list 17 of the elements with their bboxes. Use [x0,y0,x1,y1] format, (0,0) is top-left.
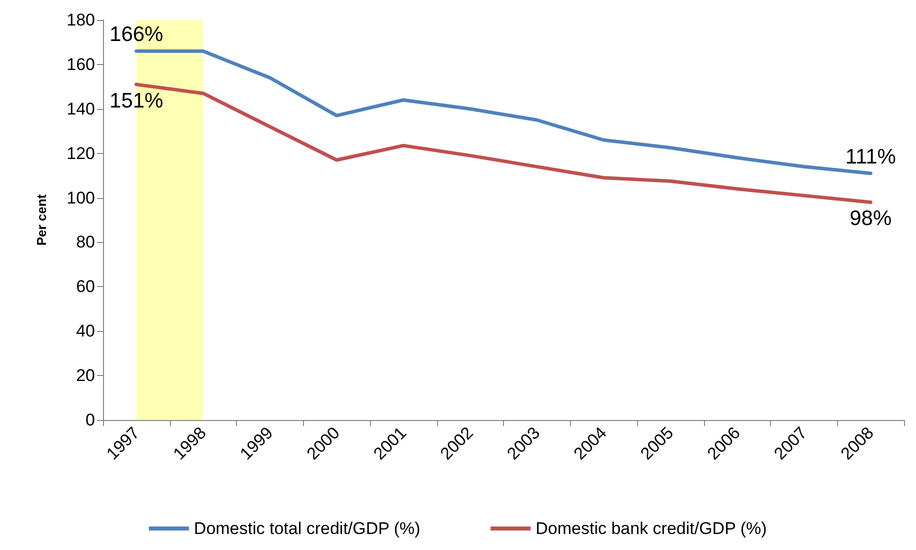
legend-label: Domestic total credit/GDP (%) [194,519,420,538]
y-tick-label: 180 [66,10,95,30]
y-tick-label: 100 [66,188,95,208]
data-label: 111% [845,145,896,168]
y-tick-label: 20 [76,366,95,386]
legend-label: Domestic bank credit/GDP (%) [536,519,767,538]
data-label: 98% [850,207,892,230]
y-tick-label: 80 [76,232,95,252]
y-tick-label: 140 [66,99,95,118]
y-tick-label: 0 [86,410,95,430]
y-tick-label: 160 [66,54,95,74]
data-label: 166% [110,23,164,46]
y-tick-label: 120 [66,144,95,163]
y-tick-label: 40 [76,322,95,341]
data-label: 151% [110,89,164,112]
y-tick-label: 60 [76,277,95,296]
y-axis-title: Per cent [34,194,49,246]
